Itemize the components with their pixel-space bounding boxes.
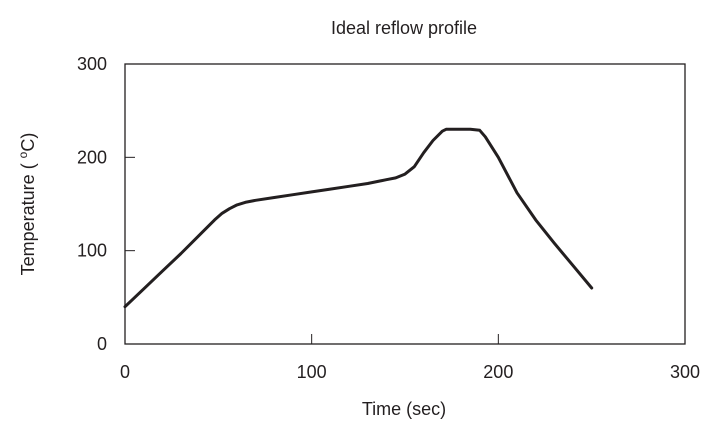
y-tick-label: 0 <box>97 334 107 354</box>
axis-ticks <box>124 63 686 345</box>
y-axis-label-main: Temperature ( <box>18 158 38 275</box>
y-tick-label: 300 <box>77 54 107 74</box>
x-tick-label: 300 <box>670 362 700 382</box>
y-tick-labels: 0 100 200 300 <box>77 54 107 354</box>
x-tick-label: 100 <box>297 362 327 382</box>
y-axis-label-unit: C) <box>18 133 38 152</box>
chart-title: Ideal reflow profile <box>331 18 477 38</box>
x-axis-label: Time (sec) <box>362 399 446 419</box>
y-axis-label-superscript: o <box>16 151 30 158</box>
plot-frame <box>124 63 686 345</box>
y-tick-label: 200 <box>77 147 107 167</box>
y-tick-label: 100 <box>77 241 107 261</box>
x-tick-label: 200 <box>483 362 513 382</box>
x-tick-labels: 0 100 200 300 <box>120 362 700 382</box>
x-tick-label: 0 <box>120 362 130 382</box>
y-axis-label: Temperature ( oC) <box>16 133 38 276</box>
temperature-profile-line <box>123 127 594 309</box>
